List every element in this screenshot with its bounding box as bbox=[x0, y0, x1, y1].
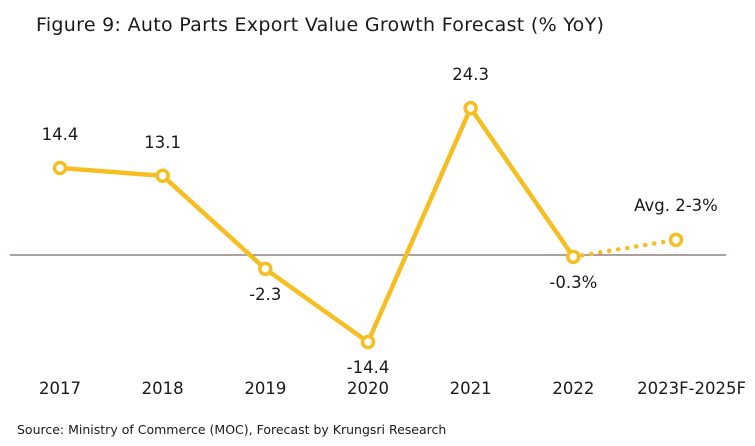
x-tick-label-2022: 2022 bbox=[552, 379, 594, 398]
series-line bbox=[57, 105, 576, 345]
data-point-2019 bbox=[258, 261, 273, 277]
data-point-2021 bbox=[463, 100, 478, 116]
data-point-2018 bbox=[155, 168, 170, 184]
source-note: Source: Ministry of Commerce (MOC), Fore… bbox=[17, 422, 447, 437]
x-tick-label-2021: 2021 bbox=[450, 379, 492, 398]
data-label-2022: -0.3% bbox=[549, 273, 597, 292]
data-label-2017: 14.4 bbox=[42, 125, 79, 144]
data-point-2023f-2025f bbox=[668, 232, 684, 248]
data-point-2017 bbox=[52, 160, 68, 176]
x-tick-label-2020: 2020 bbox=[347, 379, 389, 398]
data-point-2020 bbox=[360, 334, 376, 350]
page-title: Figure 9: Auto Parts Export Value Growth… bbox=[36, 14, 605, 36]
data-label-2019: -2.3 bbox=[249, 285, 281, 304]
data-label-2020: -14.4 bbox=[347, 358, 390, 377]
data-label-2018: 13.1 bbox=[144, 133, 181, 152]
data-label-2023f-2025f: Avg. 2-3% bbox=[634, 196, 718, 215]
x-tick-label-2023f-2025f: 2023F-2025F bbox=[637, 379, 746, 398]
data-label-2021: 24.3 bbox=[452, 65, 489, 84]
data-point-2022 bbox=[566, 249, 581, 265]
forecast-line bbox=[571, 237, 679, 260]
x-tick-label-2018: 2018 bbox=[142, 379, 184, 398]
x-tick-label-2019: 2019 bbox=[244, 379, 286, 398]
x-tick-label-2017: 2017 bbox=[39, 379, 81, 398]
